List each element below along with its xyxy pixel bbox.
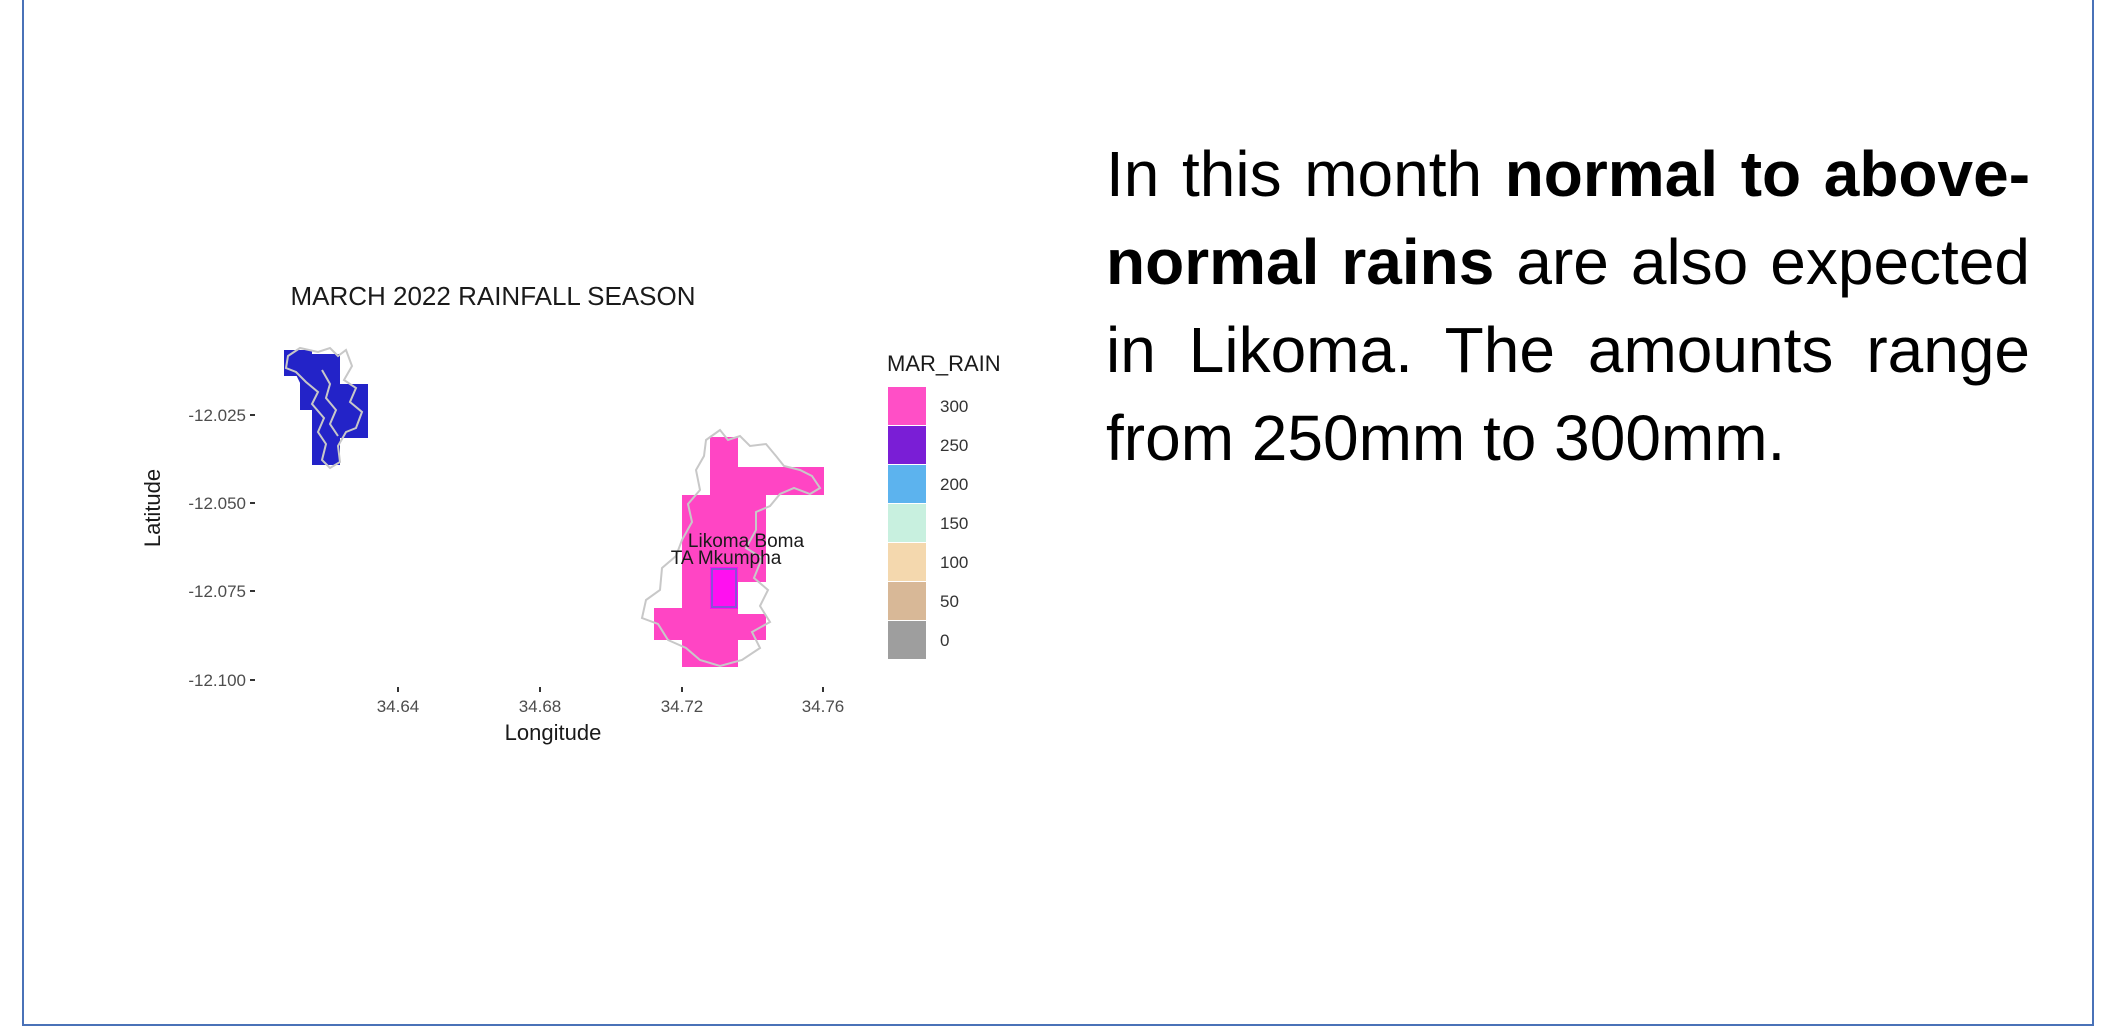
legend-items: 300 250 200 150 100 50 0 [888, 387, 968, 659]
chizumulu-grid-cells [284, 350, 368, 465]
legend-label: 300 [940, 397, 968, 416]
legend-label: 50 [940, 592, 959, 611]
likoma-grid [654, 437, 824, 667]
legend-swatch [888, 465, 926, 503]
likoma-island [640, 428, 824, 668]
legend: MAR_RAIN 300 250 200 150 100 50 0 [887, 351, 1001, 659]
y-tick-label: -12.075 [188, 582, 246, 601]
y-tick-label: -12.100 [188, 671, 246, 690]
y-tick-label: -12.025 [188, 406, 246, 425]
chizumulu-island [284, 346, 368, 470]
x-tick-label: 34.72 [661, 697, 704, 716]
y-axis: Latitude -12.025 -12.050 -12.075 -12.100 [140, 406, 255, 690]
likoma-center-cell [710, 567, 738, 609]
y-tick-label: -12.050 [188, 494, 246, 513]
legend-label: 0 [940, 631, 949, 650]
map-title: MARCH 2022 RAINFALL SEASON [290, 281, 695, 311]
legend-swatch [888, 582, 926, 620]
ta-mkumpha-label: TA Mkumpha [671, 548, 782, 569]
legend-label: 100 [940, 553, 968, 572]
legend-label: 150 [940, 514, 968, 533]
chizumulu-inner-line [321, 369, 339, 437]
body-text-emphasis: normal to above-normal rains [1106, 138, 2031, 298]
x-tick-label: 34.76 [802, 697, 845, 716]
body-text-intro: In this month [1106, 138, 1505, 210]
body-text: In this month normal to above-normal rai… [1106, 130, 2030, 482]
x-axis-label: Longitude [505, 720, 602, 745]
legend-label: 200 [940, 475, 968, 494]
likoma-boma-label: Likoma Boma [688, 531, 805, 552]
x-tick-label: 34.64 [377, 697, 420, 716]
legend-swatch [888, 621, 926, 659]
legend-swatch [888, 543, 926, 581]
likoma-outline [640, 428, 822, 668]
rainfall-map: MARCH 2022 RAINFALL SEASON Likoma Boma T… [140, 281, 1001, 745]
legend-title: MAR_RAIN [887, 351, 1001, 376]
x-axis: 34.64 34.68 34.72 34.76 Longitude [377, 687, 845, 745]
likoma-center-outline [711, 568, 737, 608]
legend-swatch [888, 426, 926, 464]
legend-swatch [888, 504, 926, 542]
legend-swatch [888, 387, 926, 425]
legend-label: 250 [940, 436, 968, 455]
chizumulu-outline [284, 346, 364, 470]
x-tick-label: 34.68 [519, 697, 562, 716]
y-axis-label: Latitude [140, 469, 165, 547]
body-text-rest: are also expected in Likoma. The amounts… [1106, 226, 2030, 474]
